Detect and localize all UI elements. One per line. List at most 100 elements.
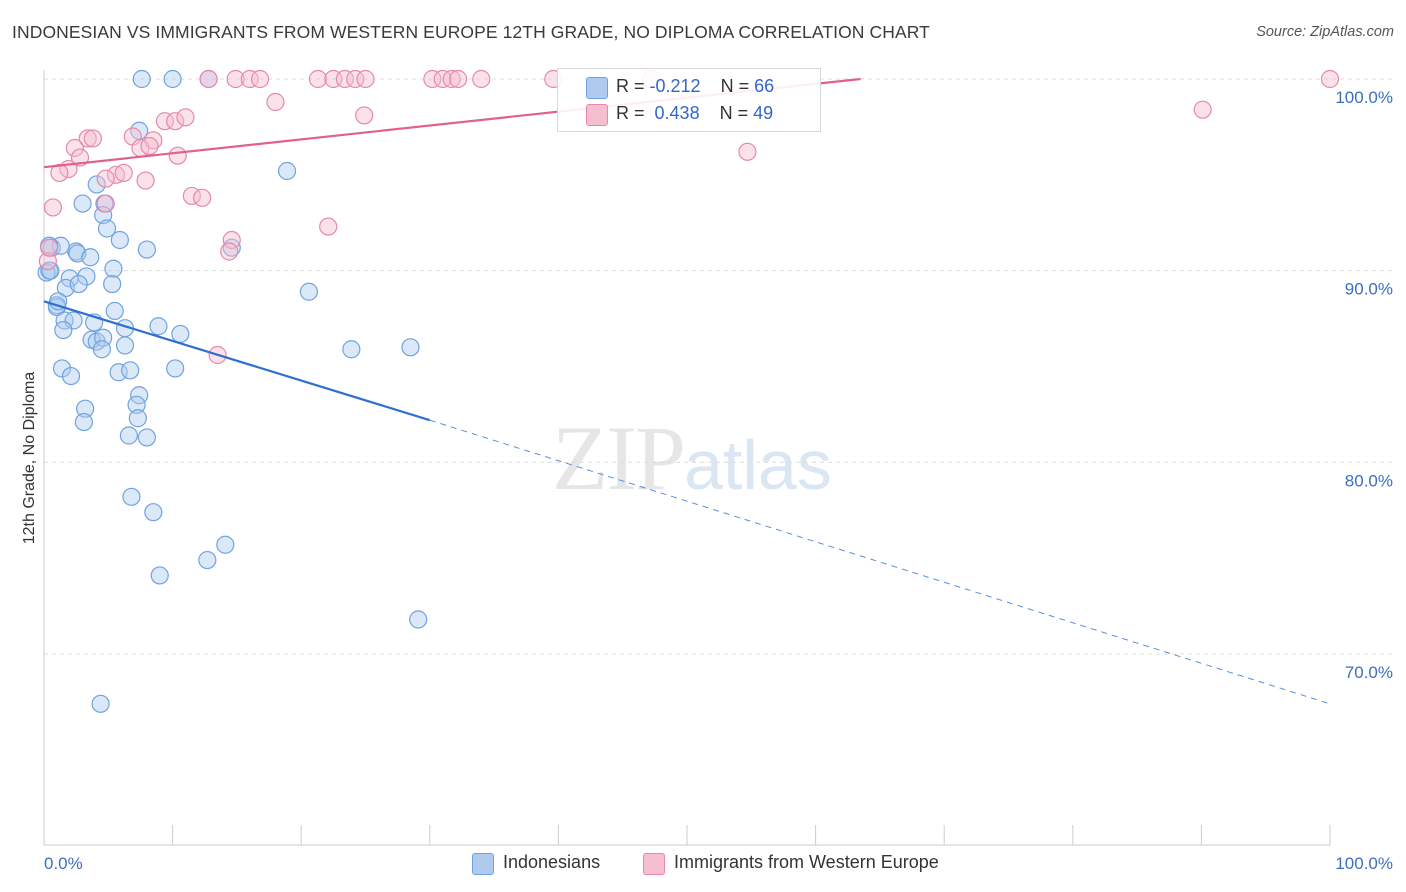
point-immigrants [355, 106, 374, 125]
point-immigrants [319, 217, 338, 236]
point-indonesians [74, 412, 93, 432]
point-immigrants [448, 69, 468, 89]
bottom-legend-swatch-immigrants [643, 853, 665, 875]
point-indonesians [97, 219, 117, 238]
x-tick-label: 100.0% [1335, 854, 1393, 873]
point-indonesians [91, 694, 110, 713]
point-immigrants [166, 112, 185, 131]
point-immigrants [308, 69, 328, 89]
bottom-legend-swatch-indonesians [472, 853, 494, 875]
legend-r-value-indonesians: -0.212 [649, 76, 701, 96]
point-indonesians [119, 426, 138, 445]
point-indonesians [299, 282, 319, 301]
bottom-legend-label-indonesians: Indonesians [503, 852, 601, 872]
point-immigrants [96, 194, 115, 213]
y-tick-label: 90.0% [1345, 280, 1393, 299]
point-immigrants [199, 69, 218, 89]
point-indonesians [92, 340, 111, 359]
bottom-legend-label-immigrants: Immigrants from Western Europe [674, 852, 939, 872]
point-indonesians [81, 248, 100, 267]
point-immigrants [738, 142, 757, 161]
point-immigrants [346, 69, 365, 89]
legend-r-label: R = [616, 76, 645, 96]
legend-swatch-immigrants [586, 104, 608, 126]
legend-n-value-indonesians: 66 [754, 76, 775, 96]
point-immigrants [176, 108, 195, 127]
point-indonesians [277, 161, 297, 181]
y-tick-label: 70.0% [1345, 663, 1393, 682]
trendline-indonesians [43, 300, 431, 422]
point-immigrants [356, 69, 375, 89]
point-indonesians [49, 292, 68, 311]
y-tick-label: 80.0% [1345, 471, 1393, 490]
point-indonesians [103, 274, 122, 294]
point-indonesians [401, 338, 420, 357]
point-immigrants [155, 112, 174, 131]
point-indonesians [104, 259, 123, 278]
point-immigrants [250, 69, 270, 89]
point-immigrants [114, 163, 133, 183]
point-immigrants [65, 138, 84, 158]
point-indonesians [94, 328, 113, 347]
point-immigrants [1193, 100, 1212, 119]
point-indonesians [121, 361, 140, 380]
point-indonesians [73, 194, 92, 213]
point-indonesians [163, 69, 182, 89]
point-indonesians [149, 317, 168, 336]
point-immigrants [335, 69, 355, 89]
y-tick-label: 100.0% [1335, 88, 1393, 107]
point-immigrants [43, 198, 63, 217]
point-indonesians [171, 324, 190, 344]
point-indonesians [216, 535, 235, 554]
legend-swatch-indonesians [586, 77, 608, 99]
point-indonesians [132, 69, 151, 89]
point-immigrants [222, 230, 241, 250]
point-immigrants [193, 188, 212, 207]
point-immigrants [472, 69, 491, 89]
point-immigrants [38, 251, 57, 271]
point-indonesians [94, 205, 113, 225]
point-indonesians [69, 274, 88, 294]
point-indonesians [127, 395, 146, 414]
point-indonesians [110, 230, 129, 250]
watermark: ZIPatlas [552, 405, 832, 511]
legend-row-indonesians: R = -0.212 N = 66 [616, 76, 774, 97]
point-immigrants [168, 146, 187, 165]
point-immigrants [266, 92, 285, 112]
point-indonesians [105, 301, 124, 321]
watermark-zip: ZIP [552, 407, 686, 509]
point-indonesians [77, 267, 96, 286]
point-indonesians [122, 487, 141, 506]
point-immigrants [423, 69, 442, 89]
legend-n-value-immigrants: 49 [753, 103, 774, 123]
point-indonesians [166, 359, 185, 378]
point-indonesians [150, 566, 169, 585]
legend-r-value-immigrants: 0.438 [654, 103, 700, 123]
point-immigrants [136, 171, 155, 190]
point-indonesians [137, 240, 156, 259]
point-indonesians [87, 175, 106, 194]
legend-box: R = -0.212 N = 66 R = 0.438 N = 49 [557, 68, 821, 132]
legend-n-label: N = [720, 76, 750, 96]
point-indonesians [342, 340, 361, 359]
point-immigrants [96, 169, 115, 188]
legend-n-label: N = [719, 103, 749, 123]
chart-title: INDONESIAN VS IMMIGRANTS FROM WESTERN EU… [12, 22, 930, 42]
trendline-indonesians-extension [429, 419, 1331, 705]
x-tick-label: 0.0% [44, 854, 83, 873]
point-immigrants [83, 129, 102, 148]
point-immigrants [78, 129, 97, 148]
chart-source: Source: ZipAtlas.com [1256, 24, 1394, 40]
point-indonesians [198, 550, 217, 570]
legend-row-immigrants: R = 0.438 N = 49 [616, 103, 773, 124]
point-indonesians [76, 399, 95, 418]
point-indonesians [137, 428, 156, 447]
point-indonesians [144, 503, 163, 522]
point-immigrants [226, 69, 245, 89]
point-indonesians [409, 610, 428, 629]
point-immigrants [442, 69, 461, 89]
point-indonesians [54, 320, 73, 340]
point-immigrants [140, 136, 159, 156]
point-indonesians [61, 366, 81, 386]
